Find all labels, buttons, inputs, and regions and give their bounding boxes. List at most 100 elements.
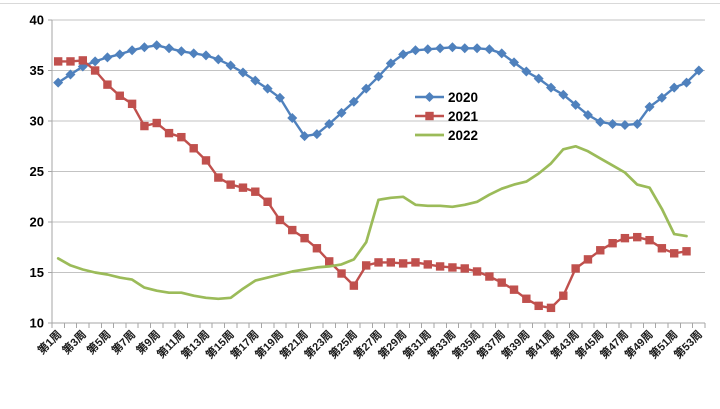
legend-square-marker xyxy=(425,111,434,121)
diamond-marker xyxy=(225,60,236,71)
x-tick-label: 第5周 xyxy=(84,327,114,357)
diamond-marker xyxy=(459,43,470,54)
diamond-marker xyxy=(151,40,162,51)
diamond-marker xyxy=(361,83,372,94)
diamond-marker xyxy=(644,101,655,112)
square-marker xyxy=(288,225,297,235)
series-line-2022 xyxy=(56,144,688,301)
window-border-top xyxy=(0,3,720,4)
square-marker xyxy=(214,173,223,182)
diamond-marker xyxy=(102,52,113,63)
square-marker xyxy=(300,233,309,243)
square-marker xyxy=(238,183,248,192)
square-marker xyxy=(509,285,519,294)
square-marker xyxy=(127,99,137,109)
square-marker xyxy=(485,272,494,281)
legend-item-2021: 2021 xyxy=(415,109,479,124)
square-marker xyxy=(325,257,334,266)
diamond-marker xyxy=(484,44,495,55)
square-marker xyxy=(251,187,260,196)
diamond-marker xyxy=(398,49,409,60)
square-marker xyxy=(103,80,112,89)
legend-diamond-marker xyxy=(424,92,435,102)
square-marker xyxy=(312,244,322,253)
square-marker xyxy=(275,215,285,225)
diamond-marker xyxy=(188,48,199,59)
diamond-marker xyxy=(164,43,175,54)
diamond-marker xyxy=(299,131,310,142)
diamond-marker xyxy=(681,77,692,88)
square-marker xyxy=(152,118,161,128)
square-marker xyxy=(411,258,420,267)
square-marker xyxy=(164,128,174,138)
diamond-marker xyxy=(90,56,101,67)
x-tick-label: 第3周 xyxy=(59,327,89,357)
legend-item-2020: 2020 xyxy=(415,90,478,105)
y-gridlines xyxy=(52,19,705,273)
square-marker xyxy=(201,156,211,165)
x-tick-label: 第53周 xyxy=(671,327,705,361)
diamond-marker xyxy=(250,75,261,86)
y-tick-label: 30 xyxy=(30,114,44,129)
diamond-marker xyxy=(656,92,667,103)
legend: 2020 2021 2022 xyxy=(415,90,479,143)
diamond-marker xyxy=(274,92,285,103)
square-marker xyxy=(263,197,272,206)
series-markers-2020 xyxy=(53,40,704,142)
square-marker xyxy=(657,244,667,253)
series-2021 xyxy=(53,56,691,313)
square-marker xyxy=(682,247,691,256)
diamond-marker xyxy=(65,69,76,80)
diamond-marker xyxy=(570,99,581,110)
square-marker xyxy=(361,261,371,270)
diamond-marker xyxy=(533,73,544,84)
square-marker xyxy=(337,269,346,278)
square-marker xyxy=(669,249,679,258)
square-marker xyxy=(546,303,556,313)
y-tick-label: 25 xyxy=(30,164,44,179)
y-tick-label: 40 xyxy=(30,13,44,28)
diamond-marker xyxy=(595,117,606,128)
diamond-marker xyxy=(348,96,359,107)
square-marker xyxy=(596,246,605,255)
diamond-marker xyxy=(422,44,433,55)
square-marker xyxy=(115,91,124,100)
diamond-marker xyxy=(472,43,483,54)
square-marker xyxy=(140,121,149,131)
diamond-marker xyxy=(669,82,680,93)
square-marker xyxy=(435,262,445,271)
legend-label: 2022 xyxy=(448,128,478,143)
diamond-marker xyxy=(496,48,507,59)
square-marker xyxy=(189,144,198,153)
diamond-marker xyxy=(435,43,446,54)
diamond-marker xyxy=(336,107,347,118)
legend-item-2022: 2022 xyxy=(415,128,478,143)
diamond-marker xyxy=(447,42,458,53)
square-marker xyxy=(386,258,396,267)
square-marker xyxy=(398,259,408,268)
square-marker xyxy=(90,66,100,75)
square-marker xyxy=(66,57,75,66)
x-tick-label: 第7周 xyxy=(108,327,138,357)
square-marker xyxy=(177,132,186,142)
square-marker xyxy=(620,233,630,243)
square-marker xyxy=(472,267,482,276)
legend-label: 2020 xyxy=(448,90,478,105)
diamond-marker xyxy=(558,89,569,100)
square-marker xyxy=(448,263,457,272)
y-axis-tick-labels: 10 15 20 25 30 35 40 xyxy=(30,13,44,331)
legend-label: 2021 xyxy=(448,109,479,124)
series-markers-2021 xyxy=(53,56,691,313)
y-tick-label: 20 xyxy=(30,215,44,230)
square-marker xyxy=(349,281,359,290)
x-axis-tick-labels: 第1周第3周第5周第7周第9周第11周第13周第15周第17周第19周第21周第… xyxy=(34,327,704,361)
diamond-marker xyxy=(176,46,187,57)
square-marker xyxy=(633,232,642,242)
square-marker xyxy=(497,278,506,287)
diamond-marker xyxy=(385,58,396,69)
series-line-2021 xyxy=(57,59,688,310)
series-2020 xyxy=(53,40,704,142)
diamond-marker xyxy=(521,66,532,77)
